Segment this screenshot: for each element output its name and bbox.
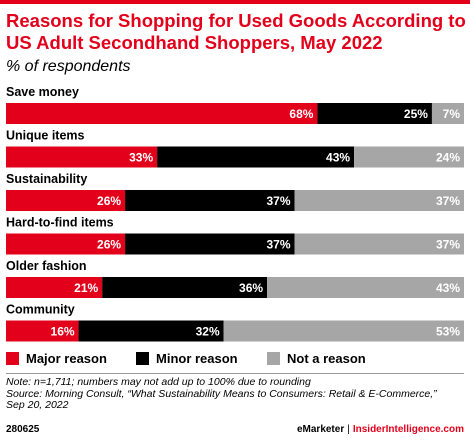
bar-segment-not <box>294 233 464 255</box>
data-label-not: 24% <box>436 151 460 165</box>
stacked-bar-chart: Save money 68% 25% 7% Unique items 33% 43% 24% S… <box>6 85 464 342</box>
data-label-minor: 37% <box>267 194 291 208</box>
bar-segment-major <box>6 277 103 298</box>
data-label-not: 43% <box>436 281 460 295</box>
bar-segment-major <box>6 320 79 342</box>
category-label: Unique items <box>6 129 85 143</box>
legend-label-major: Major reason <box>26 351 107 366</box>
brand-site: InsiderIntelligence.com <box>352 424 464 435</box>
category-label: Hard-to-find items <box>6 216 114 230</box>
legend-label-minor: Minor reason <box>156 351 238 366</box>
category-label: Older fashion <box>6 259 87 273</box>
category-label: Save money <box>6 85 79 99</box>
chart-id: 280625 <box>6 424 40 435</box>
data-label-not: 37% <box>436 194 460 208</box>
source-line: Source: Morning Consult, “What Sustainab… <box>6 387 437 400</box>
data-label-minor: 36% <box>239 281 263 295</box>
legend-item-minor: Minor reason <box>136 351 238 366</box>
category-label: Sustainability <box>6 172 87 186</box>
bar-segment-minor <box>102 277 268 298</box>
chart-subtitle: % of respondents <box>6 58 131 75</box>
bar-segment-minor <box>125 190 295 211</box>
legend-item-major: Major reason <box>6 351 107 366</box>
data-label-major: 68% <box>289 107 313 121</box>
top-accent-rule <box>0 0 470 4</box>
legend: Major reason Minor reason Not a reason <box>6 351 466 367</box>
bar-segment-major <box>6 190 126 211</box>
bar-segment-not <box>431 103 464 124</box>
data-label-not: 7% <box>443 107 461 121</box>
brand-separator: | <box>347 424 350 435</box>
note-line: Note: n=1,711; numbers may not add up to… <box>6 376 311 388</box>
bar-segment-not <box>223 320 464 342</box>
bar-segment-major <box>6 103 318 124</box>
data-label-minor: 43% <box>326 151 350 165</box>
footer-brand: eMarketer | InsiderIntelligence.com <box>297 424 464 435</box>
data-label-major: 33% <box>129 151 153 165</box>
data-label-major: 26% <box>97 194 121 208</box>
legend-swatch-major <box>6 352 19 365</box>
bar-segment-minor <box>317 103 432 124</box>
data-label-major: 26% <box>97 238 121 252</box>
data-label-major: 21% <box>74 281 98 295</box>
legend-swatch-minor <box>136 352 149 365</box>
category-label: Community <box>6 303 75 317</box>
data-label-not: 37% <box>436 238 460 252</box>
brand-name: eMarketer <box>296 424 345 435</box>
bar-segment-minor <box>78 320 224 342</box>
data-label-major: 16% <box>51 325 75 339</box>
legend-label-not: Not a reason <box>287 351 366 366</box>
bar-segment-major <box>6 146 158 168</box>
source-date-line: Sep 20, 2022 <box>6 399 69 411</box>
chart-title: Reasons for Shopping for Used Goods Acco… <box>6 10 466 53</box>
bar-segment-not <box>354 146 464 168</box>
data-label-minor: 37% <box>267 238 291 252</box>
bar-segment-not <box>267 277 464 298</box>
bar-segment-major <box>6 233 126 255</box>
legend-item-not: Not a reason <box>267 351 366 366</box>
data-label-not: 53% <box>436 325 460 339</box>
chart-notes: Note: n=1,711; numbers may not add up to… <box>6 376 468 412</box>
data-label-minor: 25% <box>404 107 428 121</box>
bar-segment-minor <box>157 146 355 168</box>
legend-swatch-not <box>267 352 280 365</box>
data-label-minor: 32% <box>196 325 220 339</box>
bar-segment-not <box>294 190 464 211</box>
footer-divider <box>6 373 464 374</box>
bar-segment-minor <box>125 233 295 255</box>
